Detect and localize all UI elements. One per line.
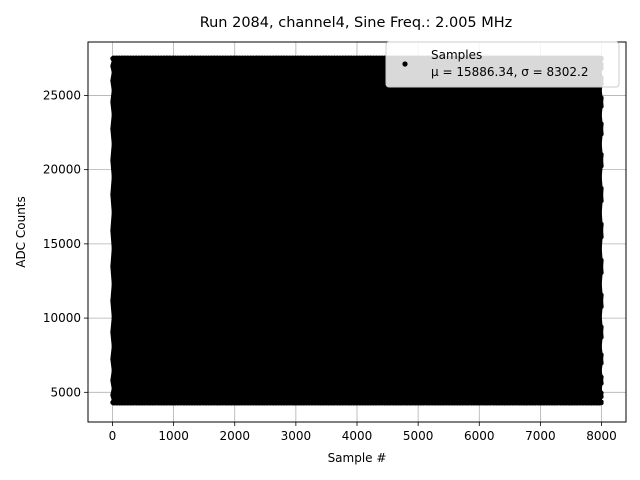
plot-area <box>87 41 627 423</box>
x-tick-label: 7000 <box>525 429 556 443</box>
legend: Samples μ = 15886.34, σ = 8302.2 <box>385 41 620 88</box>
x-tick-label: 2000 <box>219 429 250 443</box>
legend-box <box>385 41 620 88</box>
x-tick-label: 8000 <box>586 429 617 443</box>
data-trace <box>110 55 604 406</box>
y-tick-label: 20000 <box>43 163 81 177</box>
y-axis: 5000 10000 15000 20000 25000 <box>43 88 88 399</box>
x-tick-label: 4000 <box>342 429 373 443</box>
legend-marker <box>402 61 408 67</box>
data-trace <box>110 55 604 406</box>
data-trace <box>110 55 604 406</box>
x-axis: 0 1000 2000 3000 4000 5000 6000 7000 8000 <box>109 422 617 443</box>
data-trace <box>110 55 604 406</box>
chart-title: Run 2084, channel4, Sine Freq.: 2.005 MH… <box>200 15 513 31</box>
legend-stats-label: μ = 15886.34, σ = 8302.2 <box>431 65 588 79</box>
y-tick-label: 10000 <box>43 311 81 325</box>
x-tick-label: 6000 <box>464 429 495 443</box>
x-tick-label: 5000 <box>403 429 434 443</box>
legend-series-name: Samples <box>431 48 482 62</box>
y-axis-label: ADC Counts <box>14 196 28 268</box>
y-tick-label: 5000 <box>50 385 81 399</box>
data-trace <box>110 55 604 406</box>
y-tick-label: 25000 <box>43 88 81 102</box>
x-axis-label: Sample # <box>328 451 387 465</box>
x-tick-label: 3000 <box>281 429 312 443</box>
data-layer <box>110 55 604 406</box>
x-tick-label: 1000 <box>158 429 189 443</box>
y-tick-label: 15000 <box>43 237 81 251</box>
x-tick-label: 0 <box>109 429 117 443</box>
